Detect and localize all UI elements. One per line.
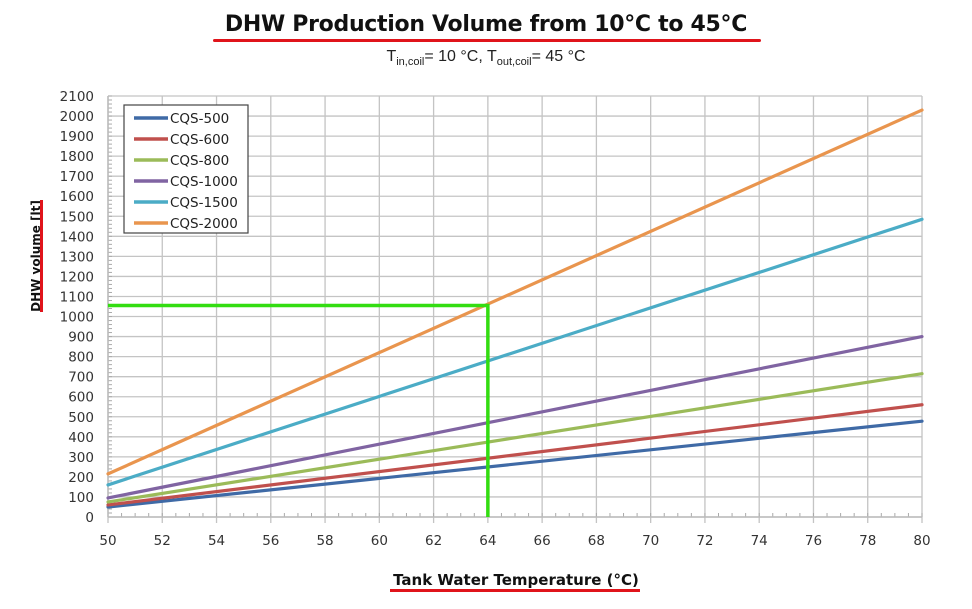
y-label-underline <box>40 200 43 312</box>
y-tick-label: 1700 <box>60 169 94 185</box>
x-tick-label: 54 <box>208 533 225 549</box>
y-tick-label: 1300 <box>60 249 94 265</box>
t-in-subscript: in,coil <box>396 56 425 69</box>
legend-label: CQS-1000 <box>170 174 238 190</box>
legend-label: CQS-500 <box>170 111 229 127</box>
title-underline <box>213 39 761 42</box>
y-tick-label: 200 <box>68 470 94 486</box>
x-tick-label: 70 <box>642 533 659 549</box>
legend-label: CQS-800 <box>170 153 229 169</box>
x-tick-label: 60 <box>371 533 388 549</box>
y-tick-label: 1200 <box>60 269 94 285</box>
y-tick-label: 400 <box>68 430 94 446</box>
y-tick-label: 2000 <box>60 109 94 125</box>
y-axis-label: DHW volume [lt] <box>29 200 43 312</box>
x-axis-label: Tank Water Temperature (°C) <box>393 571 639 589</box>
x-tick-label: 58 <box>316 533 333 549</box>
x-tick-label: 50 <box>99 533 116 549</box>
legend-label: CQS-1500 <box>170 195 238 211</box>
annotation <box>108 303 490 517</box>
y-tick-label: 700 <box>68 370 94 386</box>
y-tick-label: 1800 <box>60 149 94 165</box>
x-tick-label: 78 <box>859 533 876 549</box>
t-in-symbol: T <box>386 48 397 65</box>
series-line-cqs-600 <box>106 403 924 507</box>
reading-guide-line <box>108 303 490 517</box>
x-tick-label: 66 <box>534 533 551 549</box>
y-tick-label: 2100 <box>60 89 94 105</box>
x-tick-label: 52 <box>154 533 171 549</box>
y-tick-label: 800 <box>68 350 94 366</box>
x-tick-label: 64 <box>479 533 496 549</box>
y-tick-label: 600 <box>68 390 94 406</box>
t-in-value: = 10 °C, <box>424 48 487 65</box>
series-lines <box>106 108 924 509</box>
y-tick-label: 1500 <box>60 209 94 225</box>
y-tick-label: 1400 <box>60 229 94 245</box>
t-out-symbol: T <box>486 48 497 65</box>
y-tick-label: 1600 <box>60 189 94 205</box>
y-tick-label: 1900 <box>60 129 94 145</box>
legend: CQS-500 CQS-600 CQS-800 CQS-1000 CQS-1500 CQS… <box>123 104 249 234</box>
x-tick-label: 74 <box>751 533 768 549</box>
t-out-value: = 45 °C <box>531 48 586 65</box>
x-tick-label: 76 <box>805 533 822 549</box>
y-tick-label: 900 <box>68 330 94 346</box>
t-out-subscript: out,coil <box>496 56 532 69</box>
y-tick-label: 100 <box>68 490 94 506</box>
y-tick-label: 300 <box>68 450 94 466</box>
x-label-underline <box>390 589 640 592</box>
legend-label: CQS-600 <box>170 132 229 148</box>
y-tick-label: 500 <box>68 410 94 426</box>
x-tick-label: 80 <box>913 533 930 549</box>
x-tick-label: 72 <box>696 533 713 549</box>
legend-box <box>123 104 249 234</box>
series-line-cqs-500 <box>106 419 924 509</box>
series-line-cqs-1500 <box>106 217 924 487</box>
chart-title: DHW Production Volume from 10°C to 45°C <box>224 12 748 37</box>
series-line-cqs-1000 <box>106 334 924 500</box>
series-line-cqs-2000 <box>106 108 924 476</box>
x-tick-label: 62 <box>425 533 442 549</box>
y-tick-label: 1000 <box>60 310 94 326</box>
series-line-cqs-800 <box>106 372 924 504</box>
legend-label: CQS-2000 <box>170 216 238 232</box>
y-tick-label: 1100 <box>60 289 94 305</box>
x-tick-label: 56 <box>262 533 279 549</box>
x-tick-label: 68 <box>588 533 605 549</box>
y-tick-label: 0 <box>85 510 94 526</box>
chart-subtitle: Tin,coil= 10 °C, Tout,coil= 45 °C <box>0 48 972 68</box>
